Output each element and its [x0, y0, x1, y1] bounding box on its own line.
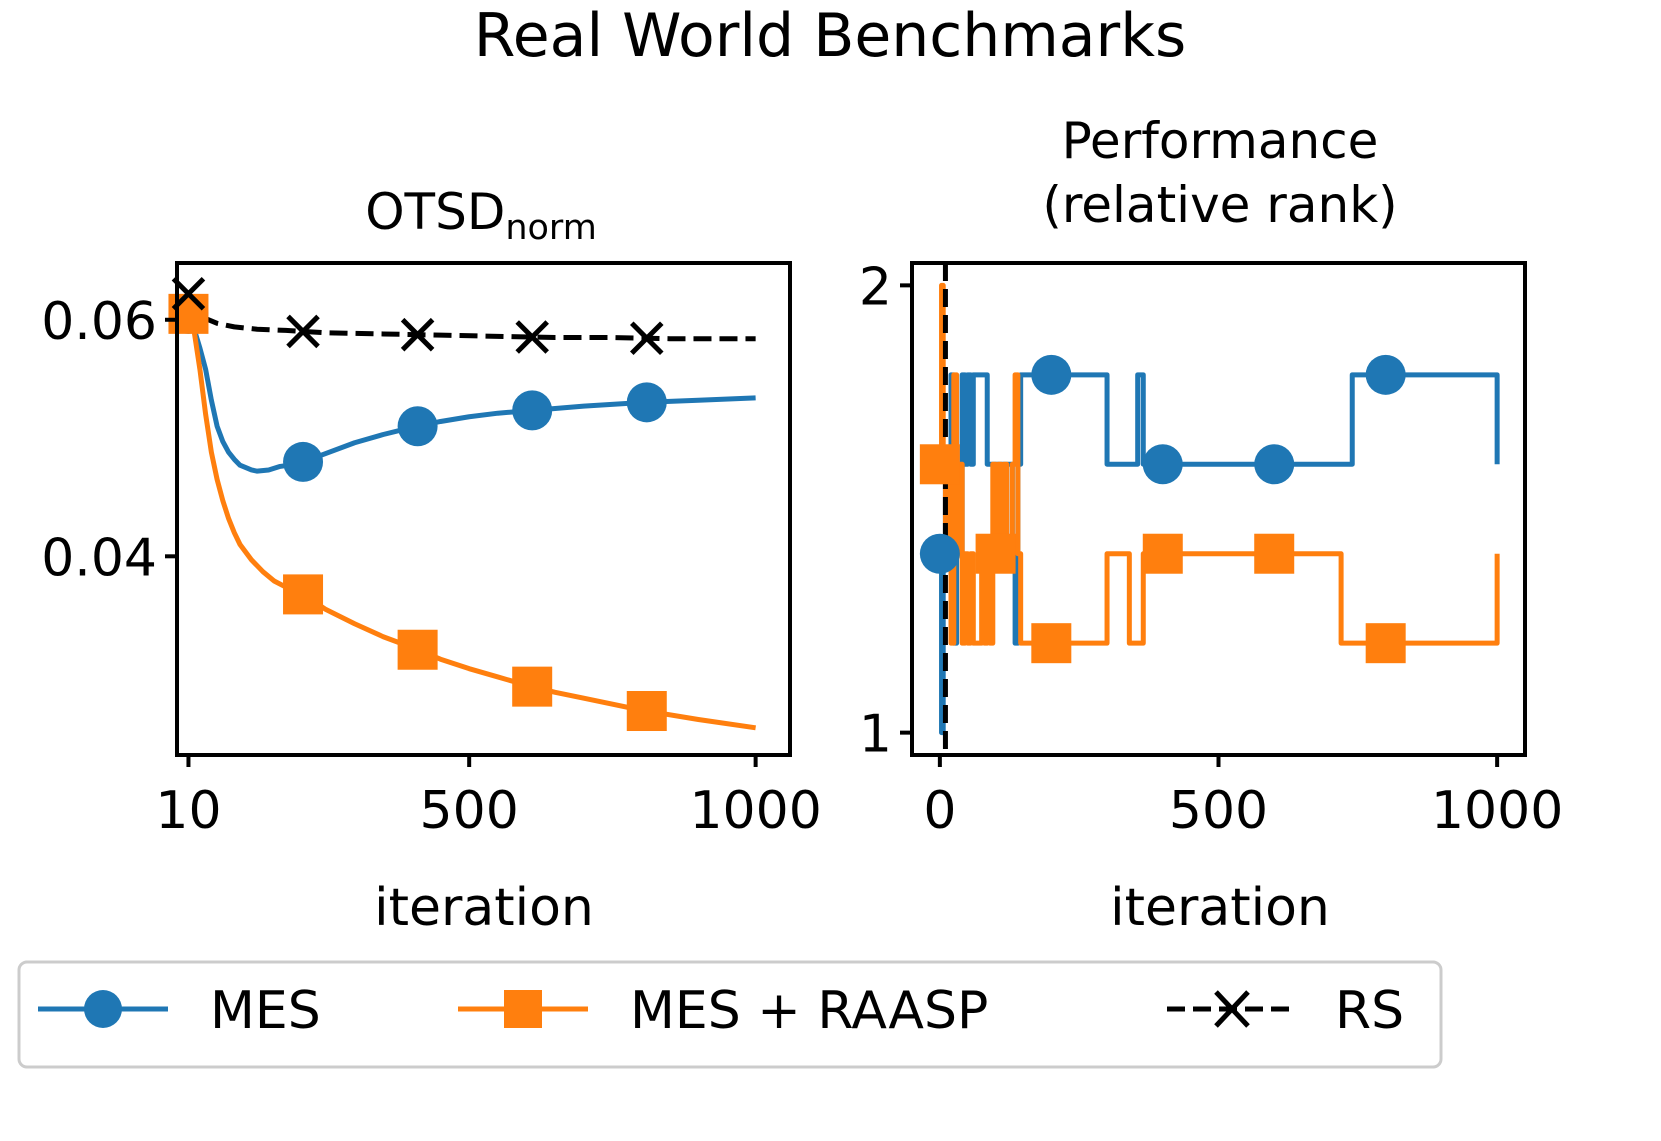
y-tick-label: 1 — [859, 705, 892, 765]
legend-raasp-label: MES + RAASP — [630, 981, 988, 1041]
legend-mes-label: MES — [210, 981, 321, 1041]
legend-frame — [17, 960, 1443, 1069]
x-tick-label: 500 — [1169, 781, 1268, 841]
markers-group — [168, 276, 667, 732]
right-title-line2: (relative rank) — [1042, 176, 1397, 234]
series-group — [939, 263, 1500, 755]
legend-raasp-marker — [504, 990, 542, 1028]
suptitle: Real World Benchmarks — [474, 1, 1186, 71]
rs-marker-stroke — [286, 314, 320, 349]
left-title: OTSDnorm — [365, 183, 597, 248]
x-tick-label: 500 — [420, 781, 519, 841]
series-mes-marker — [1365, 354, 1406, 395]
x-tick-label: 10 — [155, 781, 221, 841]
series-mes-marker — [512, 390, 553, 431]
legend-item-raasp: MES + RAASP — [458, 981, 988, 1041]
series-raasp-marker — [1254, 533, 1295, 574]
markers-group — [919, 354, 1406, 664]
series-mes-marker — [1142, 444, 1183, 485]
legend-mes-marker — [84, 990, 122, 1028]
series-group — [186, 292, 756, 731]
x-tick-label: 1000 — [1431, 781, 1563, 841]
legend: MES MES + RAASP RS — [17, 960, 1443, 1069]
right-title-line1: Performance — [1062, 112, 1379, 170]
series-raasp-marker — [626, 691, 667, 732]
series-mes-marker — [919, 533, 960, 574]
series-raasp-marker — [283, 574, 324, 615]
x-tick-label: 0 — [923, 781, 956, 841]
series-mes-marker — [397, 406, 438, 447]
series-rs-marker — [630, 321, 664, 355]
series-raasp-marker — [168, 293, 209, 334]
series-raasp-marker — [1365, 623, 1406, 664]
series-rs-line — [186, 292, 756, 342]
series-rs-marker — [286, 314, 320, 349]
series-mes-marker — [626, 382, 667, 423]
series-mes-line — [186, 312, 756, 474]
series-raasp-marker — [975, 533, 1016, 574]
y-tick-label: 2 — [859, 257, 892, 317]
left-plot-area: 10 500 1000 0.04 0.06 — [41, 261, 822, 841]
series-mes-marker — [283, 441, 324, 482]
series-raasp-marker — [1031, 623, 1072, 664]
series-mes-marker — [1254, 444, 1295, 485]
series-raasp-marker — [512, 666, 553, 707]
right-plot-area: 0 500 1000 1 2 — [859, 257, 1563, 841]
series-raasp-marker — [397, 629, 438, 670]
rs-marker-stroke — [400, 317, 435, 352]
legend-rs-label: RS — [1335, 981, 1404, 1041]
legend-rs-marker — [1214, 990, 1250, 1028]
series-rs-marker — [515, 320, 549, 354]
x-tick-label: 1000 — [689, 781, 821, 841]
left-xlabel: iteration — [374, 878, 594, 938]
rs-marker-stroke — [630, 321, 664, 355]
left-title-main: OTSD — [365, 183, 505, 241]
legend-item-mes: MES — [38, 981, 321, 1041]
rs-marker-stroke — [515, 320, 549, 354]
left-title-sub: norm — [505, 208, 596, 248]
axes-frame — [175, 261, 792, 757]
y-tick-label: 0.04 — [41, 528, 157, 588]
series-mes-marker — [1031, 354, 1072, 395]
y-tick-label: 0.06 — [41, 292, 157, 352]
series-raasp-marker — [1142, 533, 1183, 574]
right-xlabel: iteration — [1110, 878, 1330, 938]
series-raasp-marker — [919, 444, 960, 485]
series-rs-marker — [400, 317, 435, 352]
legend-item-rs: RS — [1167, 981, 1404, 1041]
series-raasp-line — [186, 313, 756, 731]
